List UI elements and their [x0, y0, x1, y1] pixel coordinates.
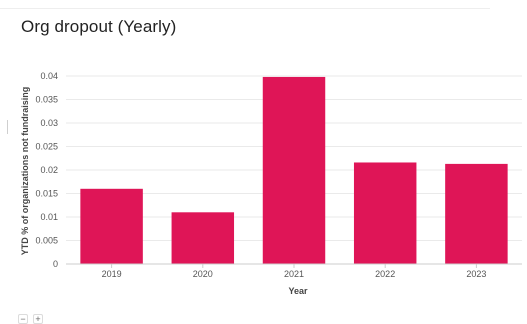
zoom-in-button[interactable]: + [33, 314, 43, 324]
bar-2020[interactable] [171, 212, 235, 264]
bar-2019[interactable] [80, 188, 143, 264]
bars [80, 76, 508, 264]
x-tick-label: 2021 [284, 269, 304, 279]
zoom-controls: − + [18, 314, 43, 324]
y-tick-label: 0.02 [40, 165, 58, 175]
y-tick-label: 0.04 [40, 71, 58, 81]
axes: 0 0.005 0.01 0.015 0.02 0.025 0.03 0.035 0.04 201… [35, 71, 522, 279]
y-tick-label: 0.01 [40, 212, 58, 222]
y-axis-label: YTD % of organizations not fundraising [20, 87, 30, 256]
chart-title: Org dropout (Yearly) [21, 17, 177, 36]
zoom-out-button[interactable]: − [18, 314, 28, 324]
x-axis-label: Year [288, 286, 308, 296]
bar-2023[interactable] [445, 163, 508, 264]
x-tick-label: 2019 [102, 269, 122, 279]
bar-2021[interactable] [262, 76, 326, 264]
x-tick-label: 2023 [466, 269, 486, 279]
y-tick-label: 0 [53, 259, 58, 269]
top-divider [0, 8, 490, 9]
y-tick-label: 0.03 [40, 118, 58, 128]
side-handle [7, 120, 8, 134]
y-tick-label: 0.025 [35, 142, 58, 152]
y-tick-label: 0.035 [35, 95, 58, 105]
y-tick-label: 0.015 [35, 189, 58, 199]
x-tick-label: 2020 [193, 269, 213, 279]
x-tick-label: 2022 [375, 269, 395, 279]
bar-2022[interactable] [353, 162, 417, 264]
y-tick-label: 0.005 [35, 236, 58, 246]
